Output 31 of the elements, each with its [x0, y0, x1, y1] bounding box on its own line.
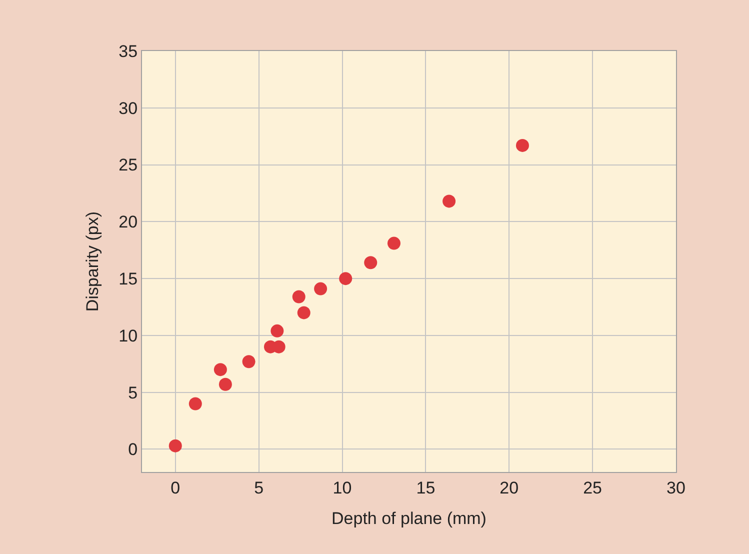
x-tick-label: 20: [500, 478, 519, 498]
y-tick-label: 15: [118, 270, 138, 289]
x-tick-label: 30: [666, 478, 686, 498]
point: [442, 194, 456, 208]
point: [387, 236, 400, 250]
point: [314, 282, 328, 296]
point: [297, 306, 310, 320]
y-tick-label: 10: [118, 326, 138, 346]
point: [168, 439, 182, 452]
y-tick-label: 20: [118, 212, 138, 232]
point: [214, 363, 227, 376]
point: [242, 355, 256, 368]
y-tick-label: 30: [118, 98, 138, 118]
x-tick-label: 25: [583, 478, 602, 498]
point: [270, 324, 284, 338]
y-tick-label: 25: [118, 156, 138, 175]
point: [339, 272, 352, 286]
point: [188, 397, 202, 410]
point: [364, 256, 378, 270]
x-tick-label: 5: [254, 478, 264, 498]
x-tick-label: 15: [416, 478, 436, 498]
y-tick-label: 35: [118, 42, 138, 61]
y-tick-label: 5: [128, 383, 138, 402]
point: [218, 378, 232, 391]
point: [516, 138, 529, 152]
x-axis-title: Depth of plane (mm): [332, 508, 486, 528]
point: [292, 290, 306, 304]
y-axis-title: Disparity (px): [83, 211, 102, 312]
y-tick-label: 0: [128, 440, 138, 460]
x-tick-label: 0: [170, 478, 180, 498]
x-tick-label: 10: [332, 478, 352, 498]
